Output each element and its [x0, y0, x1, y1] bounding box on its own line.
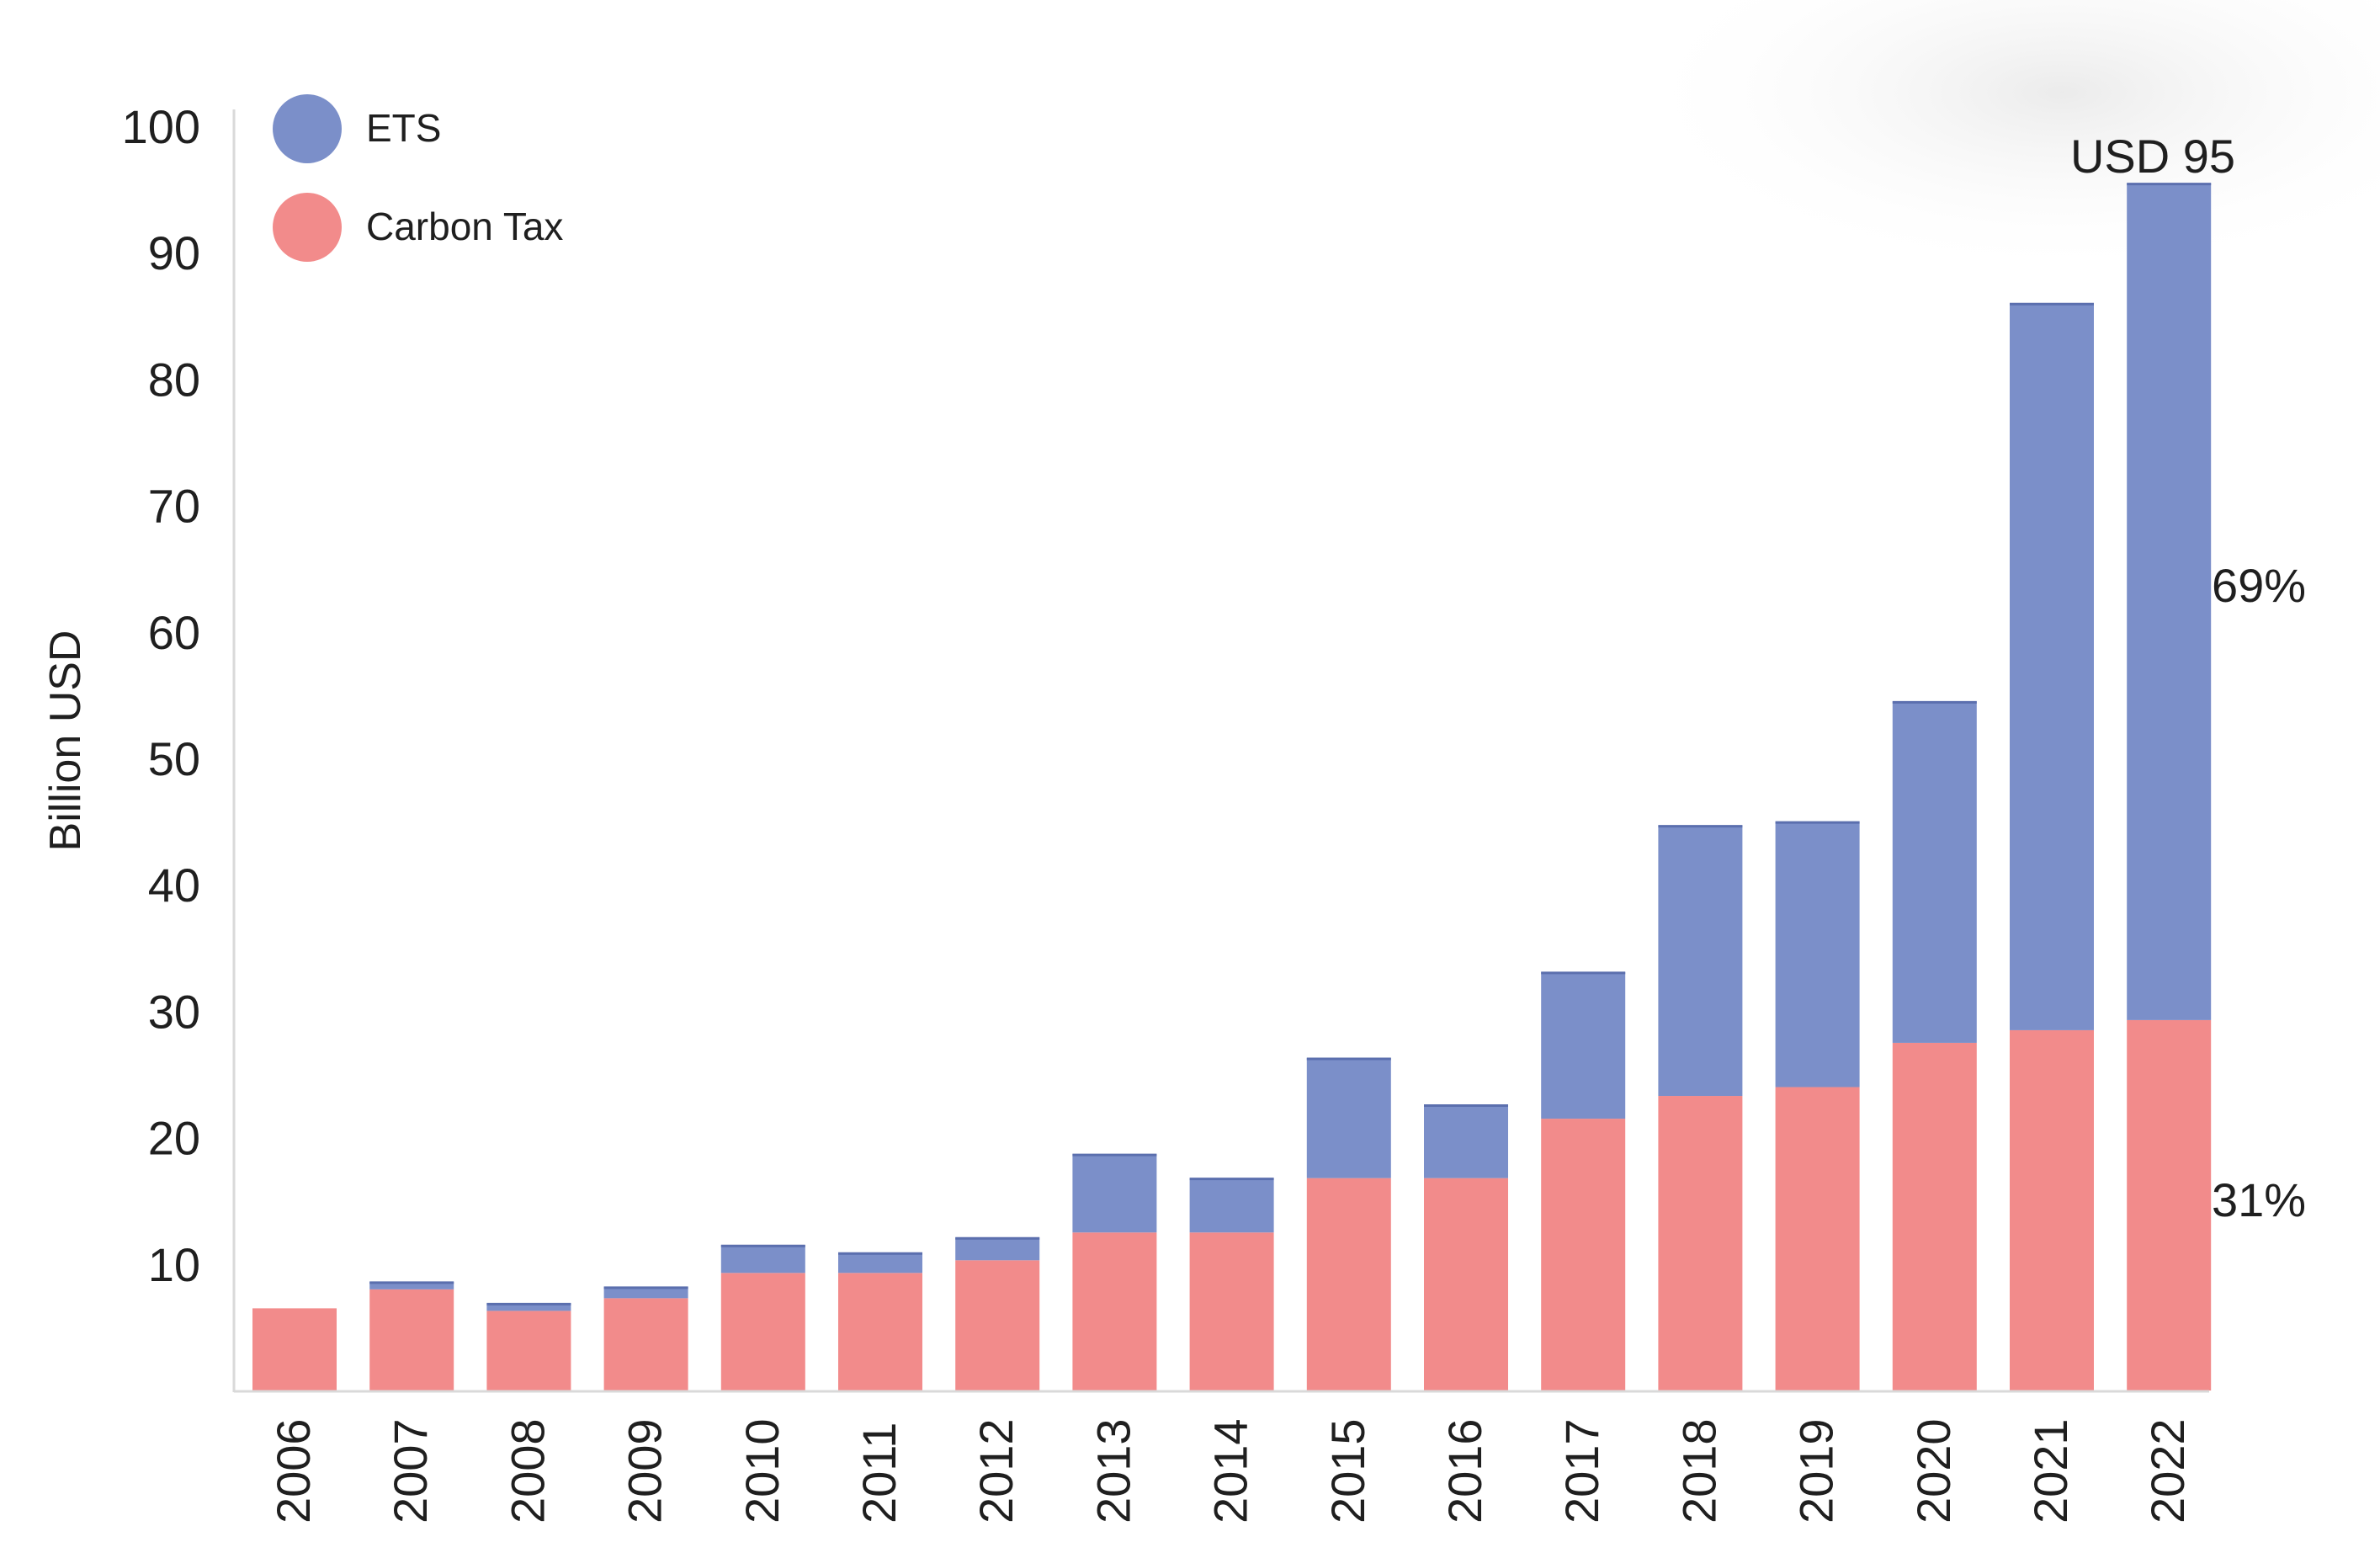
y-tick-label: 70: [148, 480, 200, 533]
y-tick-label: 30: [148, 985, 200, 1038]
bar-carbon-tax-2014: [1189, 1232, 1274, 1391]
y-tick-label: 20: [148, 1112, 200, 1165]
x-tick-label-2011: 2011: [853, 1422, 906, 1523]
bar-carbon-tax-2021: [2010, 1029, 2094, 1391]
x-tick-label-2008: 2008: [501, 1418, 554, 1523]
y-tick-label: 90: [148, 226, 200, 279]
bar-carbon-tax-2016: [1424, 1178, 1508, 1391]
bar-carbon-tax-2015: [1306, 1178, 1391, 1391]
x-tick-label-2009: 2009: [619, 1418, 672, 1523]
y-axis-title: Billion USD: [41, 630, 90, 852]
legend-ets-swatch: [273, 94, 342, 163]
x-tick-label-2021: 2021: [2024, 1418, 2077, 1523]
bar-ets-2013: [1072, 1154, 1157, 1233]
total-annotation: USD 95: [2070, 130, 2235, 183]
bar-ets-2015: [1306, 1057, 1391, 1178]
bar-ets-2014: [1189, 1178, 1274, 1233]
y-tick-label: 40: [148, 859, 200, 912]
bar-ets-2016: [1424, 1104, 1508, 1178]
y-tick-label: 80: [148, 353, 200, 406]
bar-carbon-tax-2007: [369, 1289, 454, 1391]
y-tick-label: 100: [122, 100, 200, 153]
bar-ets-2017: [1541, 971, 1626, 1119]
x-tick-label-2018: 2018: [1672, 1418, 1725, 1523]
x-tick-label-2010: 2010: [736, 1418, 789, 1523]
x-tick-label-2022: 2022: [2141, 1418, 2194, 1523]
tax-share-annotation: 31%: [2212, 1173, 2306, 1226]
x-tick-label-2016: 2016: [1438, 1418, 1491, 1523]
y-tick-label: 50: [148, 732, 200, 785]
bar-ets-2007: [369, 1281, 454, 1289]
legend-carbon-tax-label: Carbon Tax: [366, 205, 563, 248]
bar-ets-2022: [2127, 183, 2212, 1020]
bar-ets-2021: [2010, 303, 2094, 1030]
bar-carbon-tax-2008: [486, 1311, 571, 1391]
bar-carbon-tax-2018: [1658, 1096, 1743, 1391]
bar-ets-2008: [486, 1303, 571, 1311]
bars: [252, 183, 2212, 1391]
x-tick-label-2020: 2020: [1907, 1418, 1960, 1523]
bar-ets-2020: [1892, 701, 1977, 1043]
legend-carbon-tax-swatch: [273, 193, 342, 262]
x-axis: 2006 2007 2008 2009 2010 2011 2012 2013 2014 2015…: [234, 1390, 2209, 1523]
x-tick-label-2013: 2013: [1086, 1418, 1140, 1523]
x-tick-label-2019: 2019: [1790, 1418, 1843, 1523]
ets-share-annotation: 69%: [2212, 559, 2306, 612]
y-axis: 10 20 30 40 50 60 70 80 90 100: [122, 100, 236, 1392]
bar-ets-2011: [838, 1252, 922, 1274]
bar-ets-2019: [1775, 822, 1860, 1087]
bar-ets-2012: [955, 1237, 1040, 1261]
bar-carbon-tax-2009: [603, 1298, 688, 1391]
bar-carbon-tax-2006: [252, 1308, 337, 1391]
bar-carbon-tax-2020: [1892, 1042, 1977, 1391]
x-tick-label-2012: 2012: [970, 1418, 1023, 1523]
bar-carbon-tax-2011: [838, 1273, 922, 1391]
x-tick-label-2007: 2007: [384, 1418, 437, 1523]
y-tick-label: 60: [148, 606, 200, 659]
corner-shadow: [1624, 0, 2380, 278]
bar-ets-2009: [603, 1286, 688, 1299]
bar-carbon-tax-2013: [1072, 1232, 1157, 1391]
y-tick-label: 10: [148, 1238, 200, 1291]
x-tick-label-2017: 2017: [1555, 1418, 1608, 1523]
bar-carbon-tax-2022: [2127, 1019, 2212, 1391]
bar-ets-2010: [720, 1245, 805, 1274]
x-tick-label-2015: 2015: [1321, 1418, 1374, 1523]
legend-ets-label: ETS: [366, 106, 441, 150]
bar-carbon-tax-2017: [1541, 1119, 1626, 1391]
legend: ETS Carbon Tax: [273, 94, 563, 262]
bar-carbon-tax-2010: [720, 1273, 805, 1391]
bar-carbon-tax-2012: [955, 1260, 1040, 1391]
x-tick-label-2014: 2014: [1204, 1418, 1257, 1523]
bar-ets-2018: [1658, 825, 1743, 1097]
x-tick-label-2006: 2006: [267, 1418, 320, 1523]
bar-carbon-tax-2019: [1775, 1087, 1860, 1391]
